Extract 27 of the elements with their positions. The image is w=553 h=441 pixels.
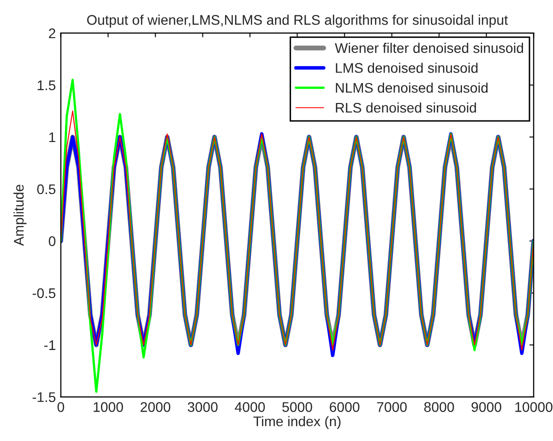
x-tick-label: 0 xyxy=(58,402,64,412)
x-tick-label: 8000 xyxy=(424,402,454,412)
x-axis-title: Time index (n) xyxy=(253,416,340,430)
x-tick-label: 4000 xyxy=(234,402,265,412)
x-tick-label: 6000 xyxy=(330,402,360,412)
y-tick-label: -0.5 xyxy=(32,288,56,298)
x-tick-label: 10000 xyxy=(515,402,552,412)
y-tick-label: 1 xyxy=(49,132,56,142)
x-tick-label: 2000 xyxy=(140,402,170,412)
x-tick-label: 7000 xyxy=(377,402,407,412)
x-tick-label: 1000 xyxy=(94,402,124,412)
y-tick-label: -1 xyxy=(44,340,56,350)
legend-label: Wiener filter denoised sinusoid xyxy=(334,42,524,53)
line-series xyxy=(60,78,534,393)
x-tick-label: 3000 xyxy=(188,402,218,412)
x-tick-label: 9000 xyxy=(472,402,502,412)
x-tick-label: 5000 xyxy=(282,402,312,412)
y-tick-label: 2 xyxy=(48,28,56,38)
legend-label: NLMS denoised sinusoid xyxy=(336,82,488,93)
legend-label: LMS denoised sinusoid xyxy=(336,62,478,73)
y-tick-label: 1.5 xyxy=(38,80,56,90)
chart-title: Output of wiener,LMS,NLMS and RLS algorithms for sinusoidal input xyxy=(87,14,508,28)
y-tick-label: -1.5 xyxy=(32,392,56,402)
y-axis-title: Amplitude xyxy=(14,184,26,246)
y-tick-label: 0 xyxy=(48,236,56,246)
legend-label: RLS denoised sinusoid xyxy=(336,102,476,113)
y-tick-label: 0.5 xyxy=(37,184,56,194)
